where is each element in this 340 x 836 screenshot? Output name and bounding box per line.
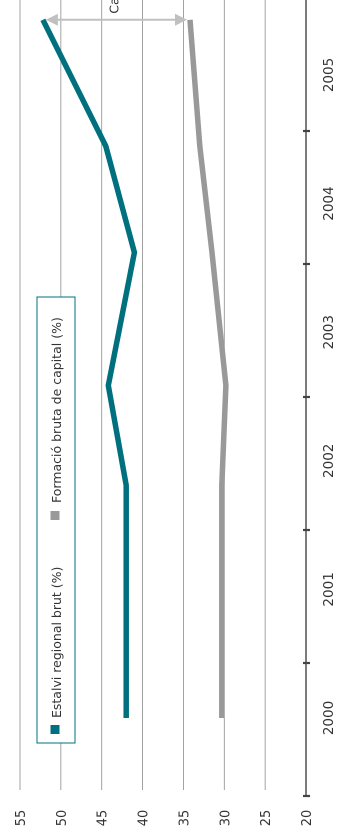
series-line-1 (187, 19, 229, 718)
x-tick-label: 2004 (321, 186, 337, 220)
annotation-arrowhead-bottom (174, 13, 187, 26)
annotation-label: Capacitat de finançament (106, 0, 121, 14)
plot-area (40, 18, 229, 718)
x-tick-label: 2003 (321, 315, 337, 349)
legend-swatch-1 (50, 511, 60, 520)
annotation-arrowhead-top (45, 13, 58, 26)
y-tick-label: 40 (137, 810, 152, 827)
x-tick-label: 2002 (321, 444, 337, 478)
x-tick-label: 2005 (321, 58, 337, 92)
y-tick-label: 55 (14, 810, 29, 827)
legend-label-0: Estalvi regional brut (%) (49, 567, 64, 718)
y-tick-label: 35 (177, 810, 192, 827)
series-line-0 (40, 18, 138, 718)
x-axis: 2000 2001 2002 2003 2004 2005 (303, 0, 337, 798)
y-tick-label: 50 (55, 810, 70, 827)
y-tick-label: 45 (96, 810, 111, 827)
x-tick-label: 2000 (321, 701, 337, 735)
y-tick-label: 20 (300, 810, 315, 827)
annotation: Capacitat de finançament (45, 0, 187, 26)
legend-swatch-0 (50, 725, 60, 734)
y-tick-label: 30 (218, 810, 233, 827)
y-tick-label: 25 (259, 810, 274, 827)
legend-label-1: Formació bruta de capital (%) (49, 317, 64, 503)
legend: Estalvi regional brut (%) Formació bruta… (36, 296, 76, 744)
x-tick-label: 2001 (321, 572, 337, 606)
y-axis: 20 25 30 35 40 45 50 55 (14, 810, 315, 827)
